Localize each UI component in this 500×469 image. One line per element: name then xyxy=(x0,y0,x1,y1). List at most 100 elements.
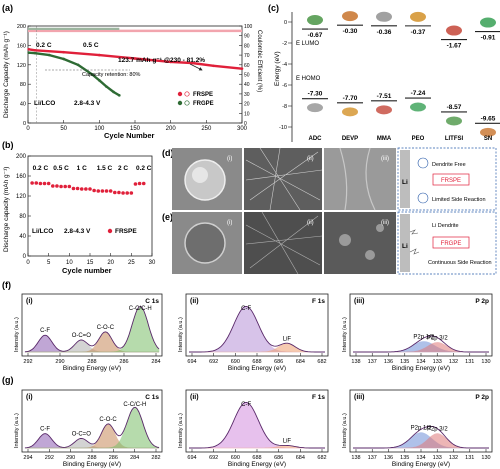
panel-a-rate2: 0.5 C xyxy=(83,42,99,49)
rate-point xyxy=(30,181,34,185)
xps-tick-label: 684 xyxy=(296,455,305,461)
panel-b-voltage: 2.8-4.3 V xyxy=(64,228,91,235)
rate-point xyxy=(141,181,146,186)
xps-peak-label: O-C=O xyxy=(72,431,92,437)
point-frspe xyxy=(27,47,31,51)
rate-label: 1 C xyxy=(77,165,87,172)
rate-label: 0.2 C xyxy=(136,165,152,172)
rate-point xyxy=(113,190,117,195)
panel-d-sem-2 xyxy=(324,148,396,210)
a-xtick-label: 300 xyxy=(237,126,248,132)
rate-point xyxy=(121,191,125,195)
point-frspe xyxy=(190,61,194,65)
xps-element: C 1s xyxy=(145,298,159,305)
xps-ylabel: Intensity (a.u.) xyxy=(342,413,348,448)
rate-point xyxy=(59,184,63,189)
xps-envelope xyxy=(353,335,489,353)
xps-peak-label: P2p 3/2 xyxy=(427,427,448,433)
panel-c-ylabel: Energy (eV) xyxy=(274,51,281,86)
xps-peak-label: C-O-C xyxy=(97,325,115,331)
xps-ylabel: Intensity (a.u.) xyxy=(342,317,348,352)
rate-point xyxy=(55,184,59,188)
molecule-name: MMA xyxy=(377,136,392,142)
xps-tick-label: 137 xyxy=(368,455,377,461)
rate-label: 1.5 C xyxy=(97,165,113,172)
xps-ylabel: Intensity (a.u.) xyxy=(14,317,20,352)
a-y2tick-label: 80 xyxy=(244,43,250,49)
a-xtick-label: 150 xyxy=(130,126,141,132)
rate-point xyxy=(125,191,129,195)
point-frgpe xyxy=(48,53,51,57)
xps-tick-label: 138 xyxy=(351,455,360,461)
panel-e: (e) (i) (ii) (iii) Li Li Dendrite FRGPE … xyxy=(162,211,497,275)
xps-xlabel: Binding Energy (eV) xyxy=(392,461,450,468)
b-ytick-label: 120 xyxy=(16,194,27,200)
panel-a-marks xyxy=(27,47,244,97)
b-xtick-label: 15 xyxy=(87,260,94,266)
panel-b-y-ticks: 0 40 80 120 160 200 xyxy=(16,154,31,260)
panel-c: (c) 0 -2 -4 -6 -8 -10 Energy (eV) E LUMO E H… xyxy=(268,3,500,142)
xps-subpanel: 294 292 290 288 286 284 282 Binding Energy (eV)… xyxy=(14,389,163,468)
xps-peak-label: P2p 1/2 xyxy=(411,426,432,432)
lumo-orbital xyxy=(410,11,426,22)
xps-tick-label: 688 xyxy=(252,359,261,365)
b-ytick-label: 160 xyxy=(16,174,27,180)
homo-value: -7.70 xyxy=(343,95,358,102)
xps-tick-label: 290 xyxy=(66,455,75,461)
panel-e-sub-ii: (ii) xyxy=(307,220,314,226)
xps-sub-tag: (iii) xyxy=(354,394,365,401)
xps-peak-label: C-C/C-H xyxy=(123,402,146,408)
svg-text:-2: -2 xyxy=(282,41,287,47)
panel-a-letter: (a) xyxy=(2,3,13,13)
xps-peak-label: LiF xyxy=(283,336,292,342)
panel-b-ylabel: Discharge capacity (mAh g⁻¹) xyxy=(3,167,10,252)
rate-point xyxy=(79,187,84,191)
point-frspe xyxy=(133,57,137,60)
panel-a-voltage: 2.8-4.3 V xyxy=(74,100,101,107)
rate-label: 2 C xyxy=(118,165,128,172)
xps-peak-label: O-C=O xyxy=(72,333,92,339)
a-ytick-label: 40 xyxy=(20,102,26,108)
xps-tick-label: 694 xyxy=(187,455,196,461)
b-ytick-label: 40 xyxy=(19,234,26,240)
lumo-orbital xyxy=(446,25,462,36)
b-ytick-label: 0 xyxy=(23,254,27,260)
homo-orbital xyxy=(342,107,358,117)
xps-sub-tag: (iii) xyxy=(354,298,365,305)
legend-frspe-label: FRSPE xyxy=(193,92,213,98)
b-xtick-label: 10 xyxy=(66,260,73,266)
xps-ylabel: Intensity (a.u.) xyxy=(178,413,184,448)
lumo-value: -1.67 xyxy=(447,43,462,50)
rate-point xyxy=(108,189,113,193)
xps-peak-label: LiF xyxy=(283,439,292,445)
point-frgpe xyxy=(27,51,31,54)
panel-f-letter: (f) xyxy=(2,280,11,290)
lumo-orbital xyxy=(307,15,323,26)
panel-b-xlabel: Cycle number xyxy=(62,266,112,275)
svg-text:-6: -6 xyxy=(282,83,287,89)
xps-ylabel: Intensity (a.u.) xyxy=(178,317,184,352)
xps-tick-label: 284 xyxy=(130,455,139,461)
xps-tick-label: 294 xyxy=(23,455,32,461)
xps-tick-label: 282 xyxy=(151,455,160,461)
a-ytick-label: 120 xyxy=(17,63,26,69)
a-xtick-label: 100 xyxy=(94,126,105,132)
xps-tick-label: 288 xyxy=(87,359,96,365)
lumo-orbital xyxy=(342,11,358,22)
xps-subpanel: 292 290 288 286 284 Binding Energy (eV) Intens… xyxy=(14,293,163,372)
lumo-axis-label: E LUMO xyxy=(296,41,319,47)
xps-tick-label: 682 xyxy=(317,455,326,461)
rate-point xyxy=(137,181,142,186)
point-frgpe xyxy=(33,51,37,55)
molecule-name: SN xyxy=(484,136,492,142)
panel-e-sub-i: (i) xyxy=(227,220,232,226)
xps-tick-label: 130 xyxy=(481,455,490,461)
point-frgpe xyxy=(118,94,121,97)
panel-d-label1: Dendrite Free xyxy=(432,162,466,168)
rate-point xyxy=(75,186,80,191)
xps-subpanel: 138 137 136 135 134 133 132 131 130 Binding Energ… xyxy=(342,293,493,372)
xps-subpanel: 694 692 690 688 686 684 682 Binding Energy (eV)… xyxy=(178,389,329,468)
point-frspe xyxy=(33,48,37,52)
a-xtick-label: 0 xyxy=(26,126,30,132)
